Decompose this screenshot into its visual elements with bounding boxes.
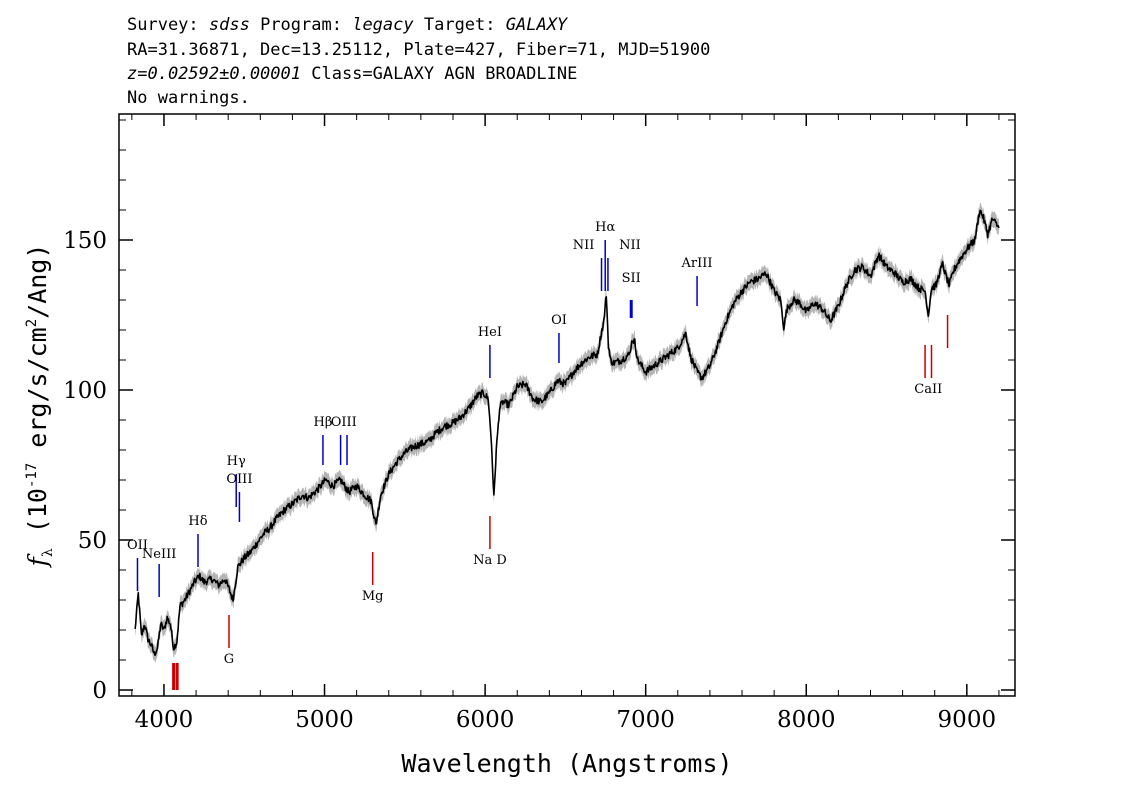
marker-nii: NII: [573, 238, 603, 291]
marker-hβ: Hβ: [313, 415, 332, 465]
x-tick-label: 4000: [135, 707, 194, 733]
marker-neiii: NeIII: [142, 547, 176, 597]
marker-label: NeIII: [142, 547, 176, 562]
x-tick-label: 7000: [616, 707, 675, 733]
marker-label: CaII: [914, 382, 942, 397]
redshift-value: z=0.02592±0.00001: [127, 64, 301, 84]
header-line-coords: RA=31.36871, Dec=13.25112, Plate=427, Fi…: [127, 40, 710, 60]
x-tick-label: 6000: [456, 707, 515, 733]
marker-sii: SII: [622, 271, 641, 318]
flux-line: [134, 209, 1000, 657]
marker-label: NII: [619, 238, 641, 253]
header-line-survey: Survey: sdss Program: legacy Target: GAL…: [127, 15, 569, 35]
x-axis-title: Wavelength (Angstroms): [401, 749, 732, 778]
axis-ticks: 4000 5000 6000 7000 8000 9000 0 50 100 150: [63, 114, 1015, 733]
y-tick-label: 150: [63, 228, 107, 254]
error-band: [135, 202, 999, 663]
marker-hγ: Hγ: [227, 454, 246, 507]
header-line-warnings: No warnings.: [127, 88, 250, 108]
y-tick-label: 50: [78, 528, 107, 554]
marker-oii: OII: [127, 538, 148, 591]
marker-mg: Mg: [362, 552, 384, 604]
marker-label: G: [224, 652, 234, 667]
plot-frame: [118, 113, 1016, 697]
marker-label: HeI: [478, 325, 502, 340]
line-markers: OIINeIIIHδHγOIIIHβOIIIHeIOINIIHαNIISIIAr…: [127, 220, 949, 690]
marker-label: Hα: [595, 220, 615, 235]
marker-label: OIII: [226, 472, 252, 487]
marker-label: Na D: [473, 553, 507, 568]
marker-label: Mg: [362, 589, 384, 604]
program-value: legacy: [352, 15, 414, 35]
marker-oi: OI: [551, 313, 567, 363]
flux-series: [134, 209, 1000, 657]
marker-g: G: [224, 615, 234, 667]
marker-oiii: OIII: [226, 472, 252, 522]
marker-caii: CaII: [914, 345, 942, 397]
marker-unlabeled: [172, 663, 179, 690]
x-tick-label: 8000: [777, 707, 836, 733]
marker-ariii: ArIII: [681, 256, 713, 306]
marker-label: Hγ: [227, 454, 246, 469]
marker-nii: NII: [607, 238, 641, 291]
y-axis-title: fλ (10-17 erg/s/cm2/Ang): [23, 244, 56, 569]
marker-hδ: Hδ: [188, 514, 208, 567]
x-tick-label: 5000: [295, 707, 354, 733]
y-tick-label: 0: [92, 678, 107, 704]
x-tick-label: 9000: [938, 707, 997, 733]
marker-label: OIII: [331, 415, 357, 430]
target-value: GALAXY: [506, 15, 569, 35]
class-value: Class=GALAXY AGN BROADLINE: [301, 64, 577, 84]
marker-hei: HeI: [478, 325, 502, 378]
header-line-redshift: z=0.02592±0.00001 Class=GALAXY AGN BROAD…: [127, 64, 577, 84]
marker-hα: Hα: [595, 220, 615, 291]
survey-value: sdss: [209, 15, 250, 35]
marker-label: SII: [622, 271, 641, 286]
marker-label: OI: [551, 313, 567, 328]
marker-label: Hβ: [313, 415, 332, 430]
marker-na-d: Na D: [473, 516, 507, 568]
marker-label: OII: [127, 538, 148, 553]
y-tick-label: 100: [63, 378, 107, 404]
marker-label: NII: [573, 238, 595, 253]
error-band-area: [135, 202, 999, 663]
marker-label: ArIII: [681, 256, 713, 271]
marker-label: Hδ: [188, 514, 207, 529]
marker-oiii: OIII: [331, 415, 357, 465]
